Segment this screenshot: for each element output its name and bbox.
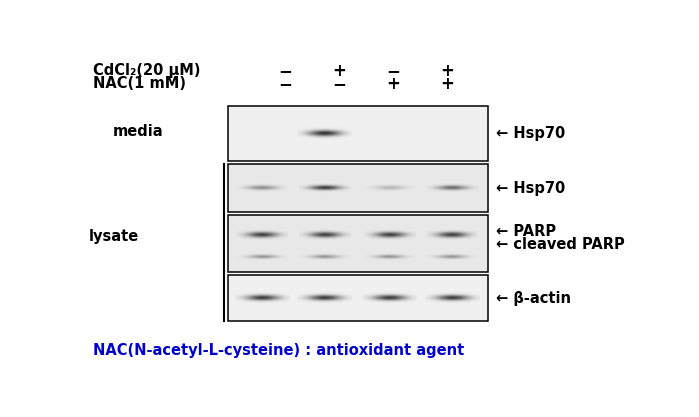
Bar (228, 216, 488, 271)
Text: lysate: lysate (89, 229, 139, 244)
Text: ← Hsp70: ← Hsp70 (496, 126, 565, 141)
Text: media: media (113, 124, 163, 139)
Text: −: − (332, 75, 346, 93)
Text: −: − (278, 62, 292, 80)
Bar (228, 164, 488, 212)
Text: ← cleaved PARP: ← cleaved PARP (496, 237, 625, 252)
Text: +: + (440, 62, 454, 80)
Text: +: + (332, 62, 346, 80)
Text: NAC(N-acetyl-L-cysteine) : antioxidant agent: NAC(N-acetyl-L-cysteine) : antioxidant a… (93, 343, 464, 358)
Text: ← β-actin: ← β-actin (496, 291, 571, 306)
Text: −: − (387, 62, 401, 80)
Text: −: − (278, 75, 292, 93)
Text: CdCl₂(20 μM): CdCl₂(20 μM) (93, 63, 201, 78)
Text: +: + (387, 75, 401, 93)
Text: ← PARP: ← PARP (496, 224, 556, 239)
Text: +: + (440, 75, 454, 93)
Text: NAC(1 mM): NAC(1 mM) (93, 76, 186, 91)
Bar (228, 275, 488, 322)
Bar (228, 106, 488, 161)
Text: ← Hsp70: ← Hsp70 (496, 181, 565, 196)
